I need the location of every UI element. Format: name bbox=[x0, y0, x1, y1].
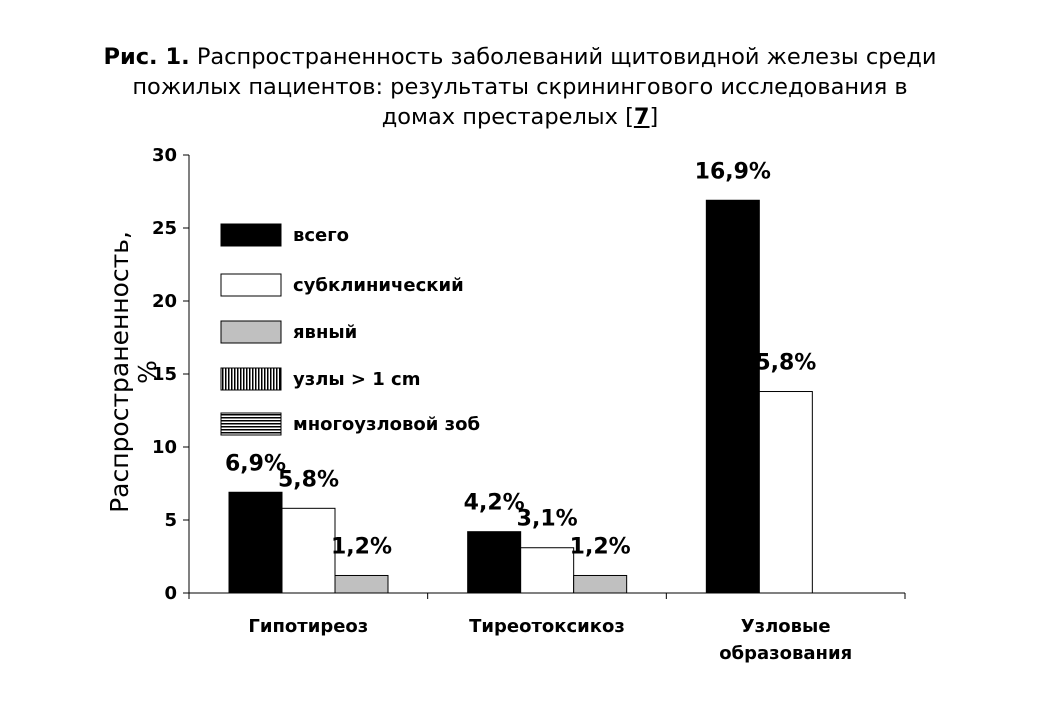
data-label: 4,2% bbox=[464, 491, 525, 516]
x-category-label: Гипотиреоз bbox=[248, 616, 368, 637]
legend-label: всего bbox=[293, 225, 349, 246]
data-label: 16,9% bbox=[695, 159, 771, 184]
legend-swatch bbox=[220, 273, 282, 297]
data-label: 5,8% bbox=[755, 351, 816, 376]
y-axis-title: Распространенность,% bbox=[105, 231, 162, 513]
x-category-label: образования bbox=[719, 643, 852, 664]
bar bbox=[758, 391, 813, 594]
x-axis: Гипотиреоз Тиреотоксикоз Узловые образовани… bbox=[188, 592, 906, 664]
y-tick-label: 15 bbox=[152, 364, 177, 385]
legend-label: многоузловой зоб bbox=[293, 414, 480, 435]
bar bbox=[520, 547, 575, 594]
legend-label: узлы > 1 cm bbox=[293, 369, 421, 390]
y-axis-title-line: Распространенность, bbox=[105, 231, 134, 513]
title-text-3-prefix: домах престарелых [ bbox=[381, 104, 634, 130]
chart-title-line-2: пожилых пациентов: результаты скринингов… bbox=[132, 74, 908, 100]
legend-swatch bbox=[220, 412, 282, 436]
legend-label: явный bbox=[293, 322, 357, 343]
bar bbox=[573, 574, 628, 594]
bar bbox=[281, 507, 336, 594]
title-text-1: Распространенность заболеваний щитовидно… bbox=[196, 44, 937, 70]
legend: всего субклинический явный узлы > 1 cm много… bbox=[220, 223, 480, 436]
y-tick-label: 0 bbox=[164, 583, 177, 604]
bar bbox=[334, 574, 389, 594]
x-category-label: Тиреотоксикоз bbox=[469, 616, 625, 637]
y-tick-label: 10 bbox=[152, 437, 177, 458]
legend-swatch bbox=[220, 367, 282, 391]
legend-swatch bbox=[220, 223, 282, 247]
bar bbox=[705, 199, 760, 594]
x-category-label: Узловые bbox=[741, 616, 831, 637]
title-text-3-suffix: ] bbox=[649, 104, 659, 130]
bar bbox=[228, 491, 283, 594]
y-tick-label: 20 bbox=[152, 291, 177, 312]
reference-link[interactable]: 7 bbox=[633, 104, 650, 130]
data-label: 6,9% bbox=[225, 451, 286, 476]
data-labels: 6,9% 4,2% 16,9% 5,8% 3,1% 5,8% 1,2% 1,2% bbox=[225, 159, 816, 559]
y-axis-title-text: Распространенность,% bbox=[105, 231, 162, 513]
data-label: 5,8% bbox=[278, 467, 339, 492]
chart-title-line-1: Рис. 1. Распространенность заболеваний щ… bbox=[40, 42, 1000, 72]
legend-label: субклинический bbox=[293, 275, 464, 296]
chart-title-line-3: домах престарелых [7] bbox=[40, 102, 1000, 132]
data-label: 1,2% bbox=[331, 534, 392, 559]
y-tick-label: 25 bbox=[152, 218, 177, 239]
figure-label: Рис. 1. bbox=[103, 44, 190, 70]
y-tick-label: 30 bbox=[152, 145, 177, 166]
y-tick-label: 5 bbox=[164, 510, 177, 531]
chart-title: Рис. 1. Распространенность заболеваний щ… bbox=[40, 42, 1000, 132]
y-axis-title-line: % bbox=[133, 360, 162, 384]
legend-swatch bbox=[220, 320, 282, 344]
bar bbox=[467, 531, 522, 594]
y-axis: 0 5 10 15 20 25 30 bbox=[152, 145, 190, 604]
data-label: 3,1% bbox=[517, 507, 578, 532]
bars bbox=[228, 199, 813, 594]
data-label: 1,2% bbox=[570, 534, 631, 559]
